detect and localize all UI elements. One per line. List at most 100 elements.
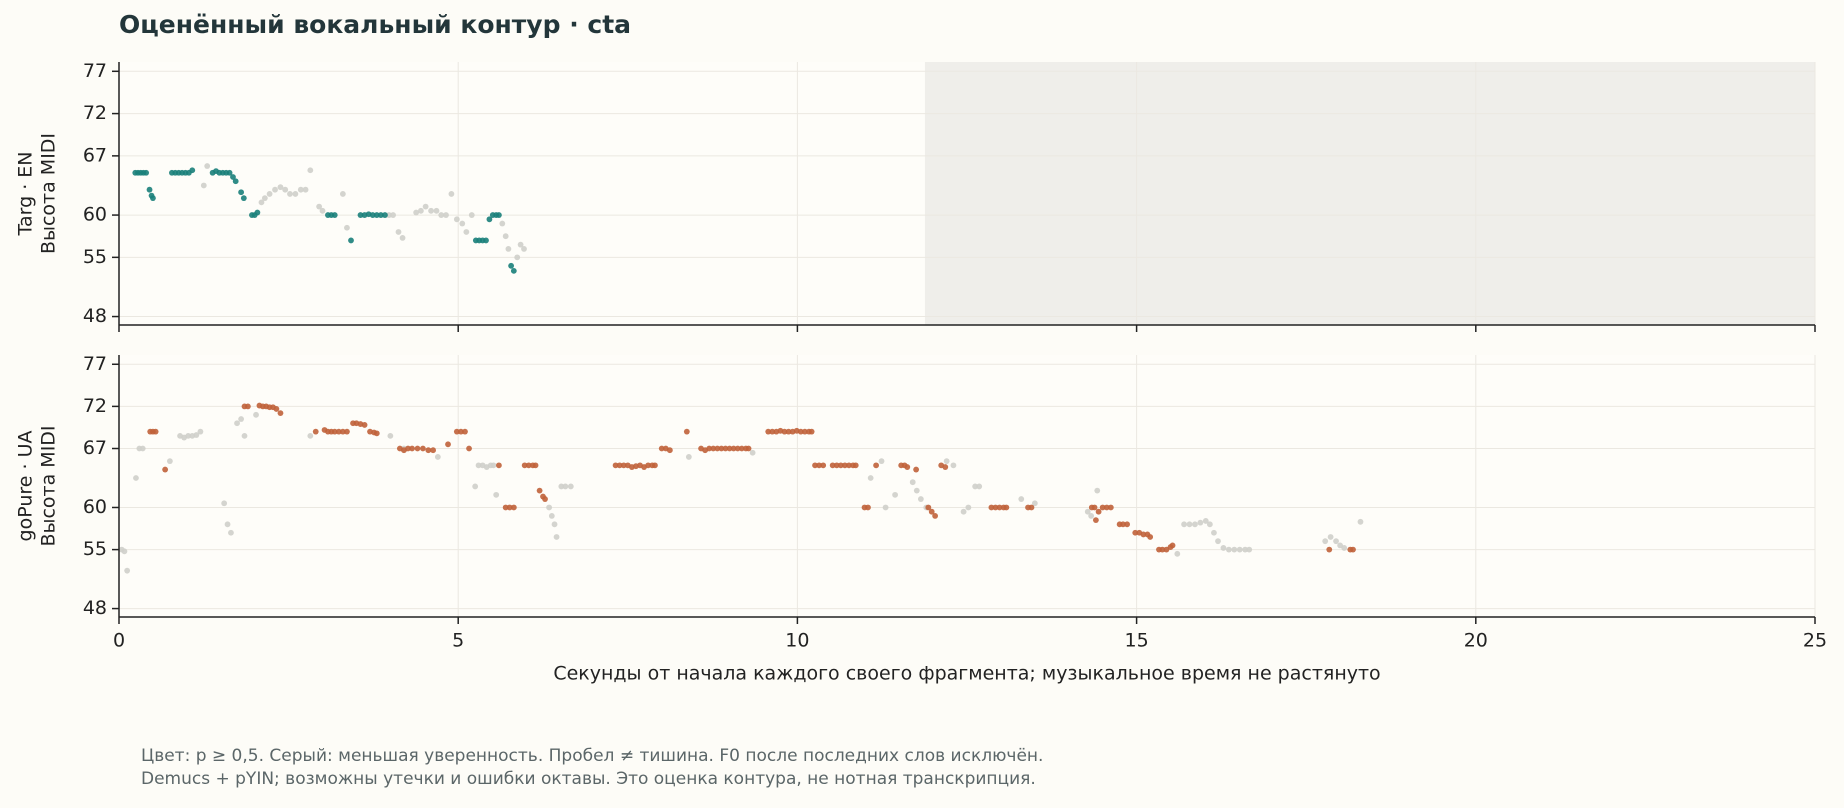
y-tick-label: 67	[83, 144, 107, 166]
pitch-point	[152, 428, 159, 435]
pitch-point	[521, 245, 527, 252]
pitch-point	[722, 445, 729, 452]
pitch-point	[258, 199, 265, 206]
x-tick-label: 5	[452, 630, 464, 652]
pitch-point	[1092, 517, 1099, 524]
pitch-point	[1018, 496, 1025, 502]
pitch-point	[833, 462, 840, 469]
pitch-point	[785, 428, 792, 435]
pitch-point	[493, 491, 500, 498]
pitch-point	[348, 237, 354, 244]
pitch-point	[710, 445, 717, 452]
y-axis-label: goPure · UA	[15, 431, 37, 542]
pitch-point	[846, 462, 852, 469]
pitch-point	[241, 432, 248, 439]
pitch-point	[297, 186, 304, 193]
pitch-point	[238, 416, 245, 422]
pitch-point	[502, 504, 509, 511]
pitch-point	[475, 462, 482, 469]
pitch-point	[399, 234, 406, 241]
pitch-point	[1107, 504, 1114, 511]
pitch-point	[1246, 546, 1253, 553]
pitch-point	[558, 483, 565, 490]
pitch-point	[960, 508, 967, 515]
pitch-point	[797, 428, 804, 435]
pitch-point	[1169, 542, 1176, 549]
pitch-point	[542, 496, 548, 502]
pitch-point	[683, 428, 690, 435]
pitch-point	[734, 445, 741, 452]
x-axis-label: Секунды от начала каждого своего фрагмен…	[553, 663, 1380, 685]
pitch-point	[234, 420, 240, 427]
y-tick-label: 77	[83, 353, 107, 375]
pitch-point	[369, 212, 376, 218]
pitch-point	[496, 212, 502, 218]
pitch-point	[536, 487, 543, 494]
pitch-point	[121, 548, 128, 555]
pitch-point	[462, 428, 468, 435]
pitch-point	[438, 212, 445, 218]
pitch-point	[505, 245, 512, 252]
pitch-point	[434, 454, 441, 460]
pitch-point	[913, 487, 920, 494]
pitch-point	[965, 504, 972, 511]
pitch-point	[1099, 504, 1106, 511]
pitch-point	[996, 504, 1003, 511]
pitch-point	[1091, 504, 1098, 511]
pitch-point	[254, 209, 261, 216]
pitch-point	[339, 191, 346, 197]
pitch-point	[312, 428, 319, 435]
pitch-point	[950, 462, 957, 469]
y-tick-label: 55	[83, 538, 107, 560]
pitch-point	[458, 428, 464, 435]
pitch-point	[1341, 545, 1348, 551]
x-tick-label: 0	[113, 630, 125, 652]
y-tick-label: 77	[83, 60, 107, 82]
pitch-point	[765, 428, 772, 435]
pitch-point	[193, 432, 200, 438]
pitch-point	[361, 422, 368, 428]
pitch-point	[232, 178, 239, 185]
pitch-point	[506, 504, 513, 511]
pitch-point	[1192, 521, 1198, 528]
pitch-point	[904, 464, 911, 470]
pitch-point	[1327, 534, 1334, 540]
pitch-point	[307, 432, 314, 439]
pitch-point	[551, 521, 558, 528]
pitch-point	[808, 428, 815, 435]
pitch-point	[448, 191, 455, 197]
pitch-point	[405, 445, 411, 452]
x-tick-label: 25	[1803, 630, 1827, 652]
pitch-point	[459, 220, 466, 227]
pitch-point	[738, 445, 745, 452]
pitch-point	[943, 458, 950, 465]
pitch-point	[486, 216, 493, 223]
pitch-point	[1031, 500, 1038, 507]
pitch-point	[1103, 504, 1110, 511]
x-tick-label: 10	[785, 630, 809, 652]
pitch-point	[616, 462, 623, 469]
pitch-point	[331, 212, 338, 218]
pitch-point	[490, 462, 497, 469]
pitch-point	[221, 500, 228, 507]
pitch-point	[685, 454, 692, 460]
pitch-point	[1095, 508, 1102, 515]
pitch-point	[204, 163, 211, 169]
pitch-point	[430, 447, 436, 454]
pitch-point	[124, 567, 131, 574]
y-tick-label: 60	[83, 204, 107, 226]
pitch-point	[706, 445, 713, 452]
pitch-point	[331, 428, 338, 435]
pitch-point	[620, 462, 627, 469]
pitch-point	[417, 207, 424, 214]
pitch-point	[395, 229, 402, 235]
pitch-point	[892, 491, 898, 498]
pitch-point	[453, 216, 460, 223]
pitch-point	[562, 483, 569, 490]
pitch-point	[913, 466, 920, 473]
pitch-point	[386, 212, 392, 218]
pitch-point	[244, 403, 251, 410]
pitch-point	[143, 169, 150, 176]
pitch-point	[335, 428, 342, 435]
pitch-point	[273, 406, 280, 412]
